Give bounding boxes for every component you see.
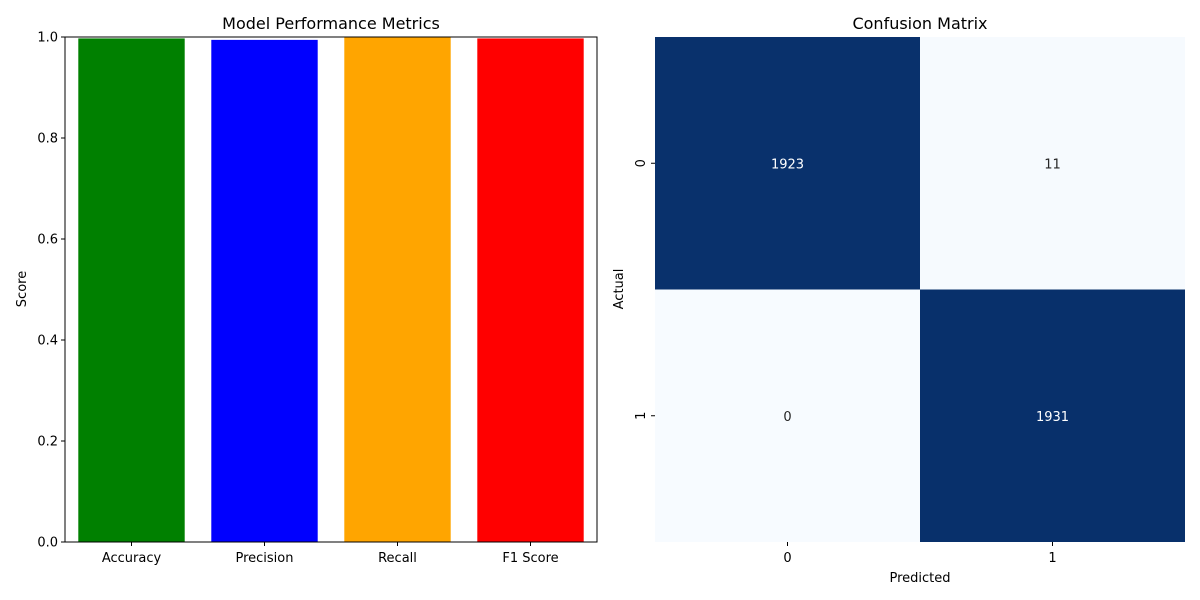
bar-x-tick-label: F1 Score <box>502 551 558 566</box>
bar-y-tick-label: 0.0 <box>37 536 58 551</box>
bar-f1-score <box>477 38 584 542</box>
confusion-matrix-ticks: 0 1 0 1 <box>634 159 1057 566</box>
confusion-matrix-title: Confusion Matrix <box>852 14 987 33</box>
heatmap-cell-value: 0 <box>783 410 791 425</box>
heatmap-x-tick-label: 0 <box>783 551 791 566</box>
bar-recall <box>344 37 451 542</box>
bar-accuracy <box>78 38 185 542</box>
confusion-matrix-cells: 1923 11 0 1931 <box>655 37 1185 542</box>
bar-x-tick-label: Accuracy <box>102 551 162 566</box>
bar-chart-ylabel: Score <box>15 271 30 307</box>
heatmap-cell <box>655 37 920 290</box>
bar-chart-marks <box>78 37 584 542</box>
bar-y-tick-label: 0.2 <box>37 435 58 450</box>
confusion-matrix-xlabel: Predicted <box>889 571 950 586</box>
heatmap-cell-value: 1923 <box>771 157 804 172</box>
bar-y-tick-label: 0.6 <box>37 233 58 248</box>
bar-chart-y-ticks: 0.0 0.2 0.4 0.6 0.8 1.0 <box>37 31 65 551</box>
bar-x-tick-label: Recall <box>378 551 417 566</box>
bar-y-tick-label: 1.0 <box>37 31 58 46</box>
bar-precision <box>211 39 318 542</box>
heatmap-y-tick-label: 1 <box>634 412 649 420</box>
bar-chart-panel: Model Performance Metrics Score 0.00.20.… <box>15 14 598 566</box>
heatmap-x-tick-label: 1 <box>1048 551 1056 566</box>
heatmap-cell <box>920 289 1185 542</box>
bar-chart-frame <box>64 36 598 543</box>
heatmap-cell <box>655 289 920 542</box>
heatmap-cell <box>920 37 1185 290</box>
heatmap-cell-value: 1931 <box>1036 410 1069 425</box>
bar-chart-x-ticks: Accuracy Precision Recall F1 Score <box>102 542 559 566</box>
confusion-matrix-panel: Confusion Matrix Predicted Actual 1923 11… <box>612 14 1185 586</box>
heatmap-y-tick-label: 0 <box>634 159 649 167</box>
heatmap-cell-value: 11 <box>1044 157 1061 172</box>
bar-y-tick-label: 0.8 <box>37 132 58 147</box>
bar-chart-title: Model Performance Metrics <box>222 14 440 33</box>
bar-x-tick-label: Precision <box>235 551 293 566</box>
confusion-matrix-ylabel: Actual <box>612 269 627 310</box>
bar-y-tick-label: 0.4 <box>37 334 58 349</box>
